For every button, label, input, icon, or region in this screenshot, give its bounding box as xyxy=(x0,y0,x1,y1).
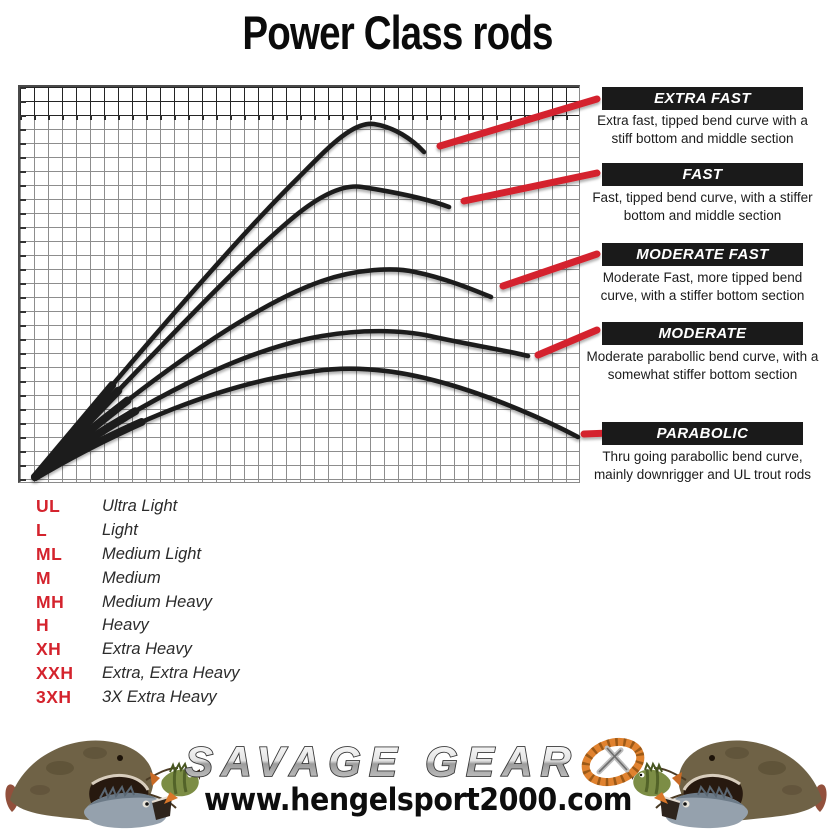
power-legend-row: XXH Extra, Extra Heavy xyxy=(36,662,240,686)
power-legend-row: 3XH 3X Extra Heavy xyxy=(36,685,240,709)
power-label: Medium Light xyxy=(102,544,202,563)
power-label: Extra Heavy xyxy=(102,640,192,659)
class-desc-extra-fast: Extra fast, tipped bend curve with a sti… xyxy=(597,113,808,147)
power-code: H xyxy=(36,615,50,636)
class-bar-fast: FAST xyxy=(602,163,803,186)
class-bar-moderate-fast: MODERATE FAST xyxy=(602,243,803,266)
power-legend-row: MH Medium Heavy xyxy=(36,590,240,614)
fish-artwork-right xyxy=(632,728,832,832)
class-desc-moderate: Moderate parabollic bend curve, with a s… xyxy=(586,349,819,383)
brand-logo: SAVAGE GEAR xyxy=(184,737,645,787)
power-code: MH xyxy=(36,591,65,612)
power-label: Medium xyxy=(102,568,161,587)
power-code: XH xyxy=(36,639,62,660)
website-url: www.hengelsport2000.com xyxy=(203,782,633,818)
hook-logo-icon xyxy=(581,737,645,787)
power-code: L xyxy=(36,520,48,541)
power-label: 3X Extra Heavy xyxy=(102,687,217,706)
page-title: Power Class rods xyxy=(242,6,553,59)
power-label: Light xyxy=(102,521,138,540)
power-legend: UL Ultra Light L Light ML Medium Light M Med… xyxy=(36,495,240,709)
power-legend-row: UL Ultra Light xyxy=(36,495,240,519)
power-legend-row: M Medium xyxy=(36,566,240,590)
power-legend-row: H Heavy xyxy=(36,614,240,638)
footer-banner: SAVAGE GEAR www.hengelsport2000.com xyxy=(0,726,832,832)
class-desc-fast: Fast, tipped bend curve, with a stiffer … xyxy=(592,190,813,224)
power-code: XXH xyxy=(36,662,74,683)
power-code: M xyxy=(36,567,52,588)
class-bar-parabolic: PARABOLIC xyxy=(602,422,803,445)
class-bar-extra-fast: EXTRA FAST xyxy=(602,87,803,110)
class-desc-parabolic: Thru going parabollic bend curve, mainly… xyxy=(593,449,812,483)
power-label: Heavy xyxy=(102,616,149,635)
power-label: Extra, Extra Heavy xyxy=(102,663,240,682)
power-legend-row: XH Extra Heavy xyxy=(36,638,240,662)
power-code: UL xyxy=(36,496,61,517)
class-desc-moderate-fast: Moderate Fast, more tipped bend curve, w… xyxy=(600,270,805,304)
grid-left-ticks xyxy=(20,87,26,482)
bend-curve-grid xyxy=(18,85,580,483)
power-label: Medium Heavy xyxy=(102,592,213,611)
fish-artwork-left xyxy=(0,728,200,832)
power-code: ML xyxy=(36,543,63,564)
grid-dark-band xyxy=(20,87,579,116)
power-label: Ultra Light xyxy=(102,497,178,516)
power-legend-row: ML Medium Light xyxy=(36,543,240,567)
brand-logo-text: SAVAGE GEAR xyxy=(185,738,573,785)
class-bar-moderate: MODERATE xyxy=(602,322,803,345)
grid-band-ticks xyxy=(20,115,579,120)
power-code: 3XH xyxy=(36,686,72,707)
power-legend-row: L Light xyxy=(36,519,240,543)
